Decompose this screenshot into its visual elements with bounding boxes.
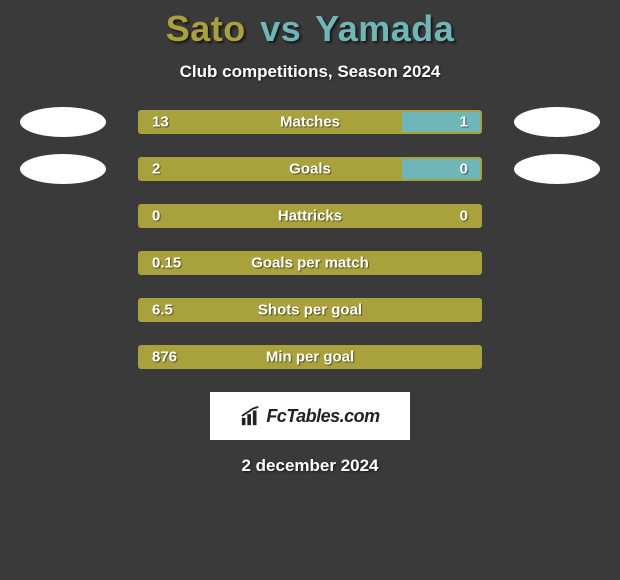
stat-label: Goals per match [251,255,369,272]
stat-row: 2 0 Goals [0,157,620,181]
subtitle: Club competitions, Season 2024 [0,62,620,82]
bar-left-fill [140,159,402,179]
player1-name: Sato [166,8,246,49]
stat-row: 0 0 Hattricks [0,204,620,228]
stat-value-right: 1 [460,114,468,131]
stat-value-left: 876 [152,349,177,366]
stat-value-left: 13 [152,114,169,131]
stat-label: Shots per goal [258,302,362,319]
logo-inner: FcTables.com [240,405,379,427]
bar-left-fill [140,112,402,132]
stat-value-right: 0 [460,208,468,225]
vs-text: vs [260,8,301,49]
stat-bar: 13 1 Matches [138,110,482,134]
stat-bar: 2 0 Goals [138,157,482,181]
stat-label: Matches [280,114,340,131]
comparison-title: Sato vs Yamada [0,0,620,50]
logo-text: FcTables.com [266,406,379,427]
stat-value-left: 0 [152,208,160,225]
bar-right-fill [402,112,480,132]
stat-bar: 0.15 Goals per match [138,251,482,275]
stat-value-left: 6.5 [152,302,173,319]
stat-row: 6.5 Shots per goal [0,298,620,322]
logo-box: FcTables.com [210,392,410,440]
stat-row: 13 1 Matches [0,110,620,134]
stat-bar: 0 0 Hattricks [138,204,482,228]
stat-row: 0.15 Goals per match [0,251,620,275]
player1-photo [20,154,106,184]
chart-icon [240,405,262,427]
stat-value-right: 0 [460,161,468,178]
stat-value-left: 2 [152,161,160,178]
player2-photo [514,154,600,184]
stat-label: Hattricks [278,208,342,225]
player2-photo [514,107,600,137]
player2-name: Yamada [315,8,454,49]
stat-bar: 876 Min per goal [138,345,482,369]
stat-value-left: 0.15 [152,255,181,272]
stat-bar: 6.5 Shots per goal [138,298,482,322]
stat-label: Goals [289,161,331,178]
date-text: 2 december 2024 [0,456,620,476]
stats-area: 13 1 Matches 2 0 Goals 0 0 Hattricks 0.15 Goals pe… [0,110,620,369]
bar-right-fill [402,159,480,179]
stat-label: Min per goal [266,349,354,366]
stat-row: 876 Min per goal [0,345,620,369]
player1-photo [20,107,106,137]
